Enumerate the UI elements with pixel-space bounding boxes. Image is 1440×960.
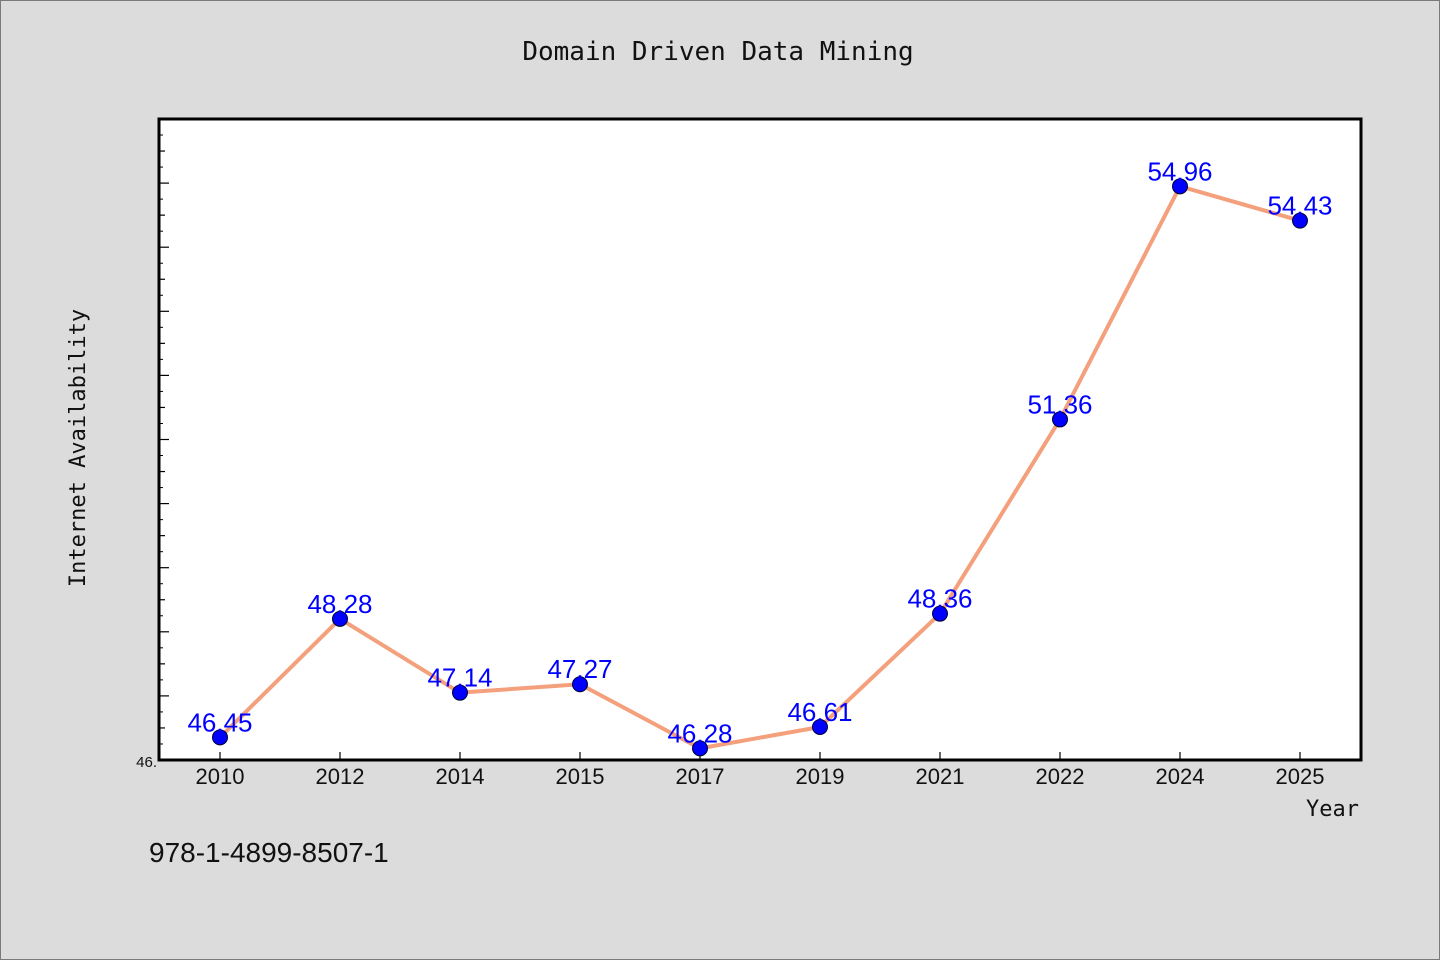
data-label: 48.28 [307,589,372,619]
x-tick-label: 2015 [556,764,605,789]
chart-title: Domain Driven Data Mining [522,37,913,67]
data-label: 54.96 [1147,156,1212,186]
x-axis-label: Year [1306,797,1359,822]
y-axis-ticks [159,118,169,761]
data-point [572,676,588,693]
data-point [1052,411,1068,428]
x-axis-ticks: 2010 2012 2014 2015 2017 2019 2021 2022 2024 2025 [196,752,1325,789]
data-label: 47.27 [547,654,612,684]
series-line [218,184,1302,751]
data-point [1292,212,1308,229]
x-tick-label: 2021 [916,764,965,789]
data-label: 46.61 [787,697,852,727]
data-label: 54.43 [1267,191,1332,221]
data-point [932,605,948,622]
data-point [1172,178,1188,195]
data-label: 46.45 [187,707,252,737]
data-label: 48.36 [907,584,972,614]
data-point [452,684,468,701]
x-tick-label: 2012 [316,764,365,789]
data-point [692,740,708,757]
x-tick-label: 2017 [676,764,725,789]
x-tick-label: 2014 [436,764,485,789]
data-point [332,610,348,627]
x-tick-label: 2025 [1276,764,1325,789]
plot-area [157,117,1363,762]
x-tick-label: 2019 [796,764,845,789]
y-axis-label: Internet Availability [66,309,91,587]
y-tick-label: 46. [136,754,157,771]
isbn-annotation: 978-1-4899-8507-1 [149,837,389,868]
data-point [812,718,828,735]
x-tick-label: 2022 [1036,764,1085,789]
data-label: 47.14 [427,663,492,693]
data-label: 46.28 [667,718,732,748]
x-tick-label: 2024 [1156,764,1205,789]
data-label: 51.36 [1027,389,1092,419]
x-tick-label: 2010 [196,764,245,789]
series-group: 46.45 48.28 47.14 47.27 46.28 46.61 48.36 51.36… [187,156,1333,757]
data-point [212,729,228,746]
